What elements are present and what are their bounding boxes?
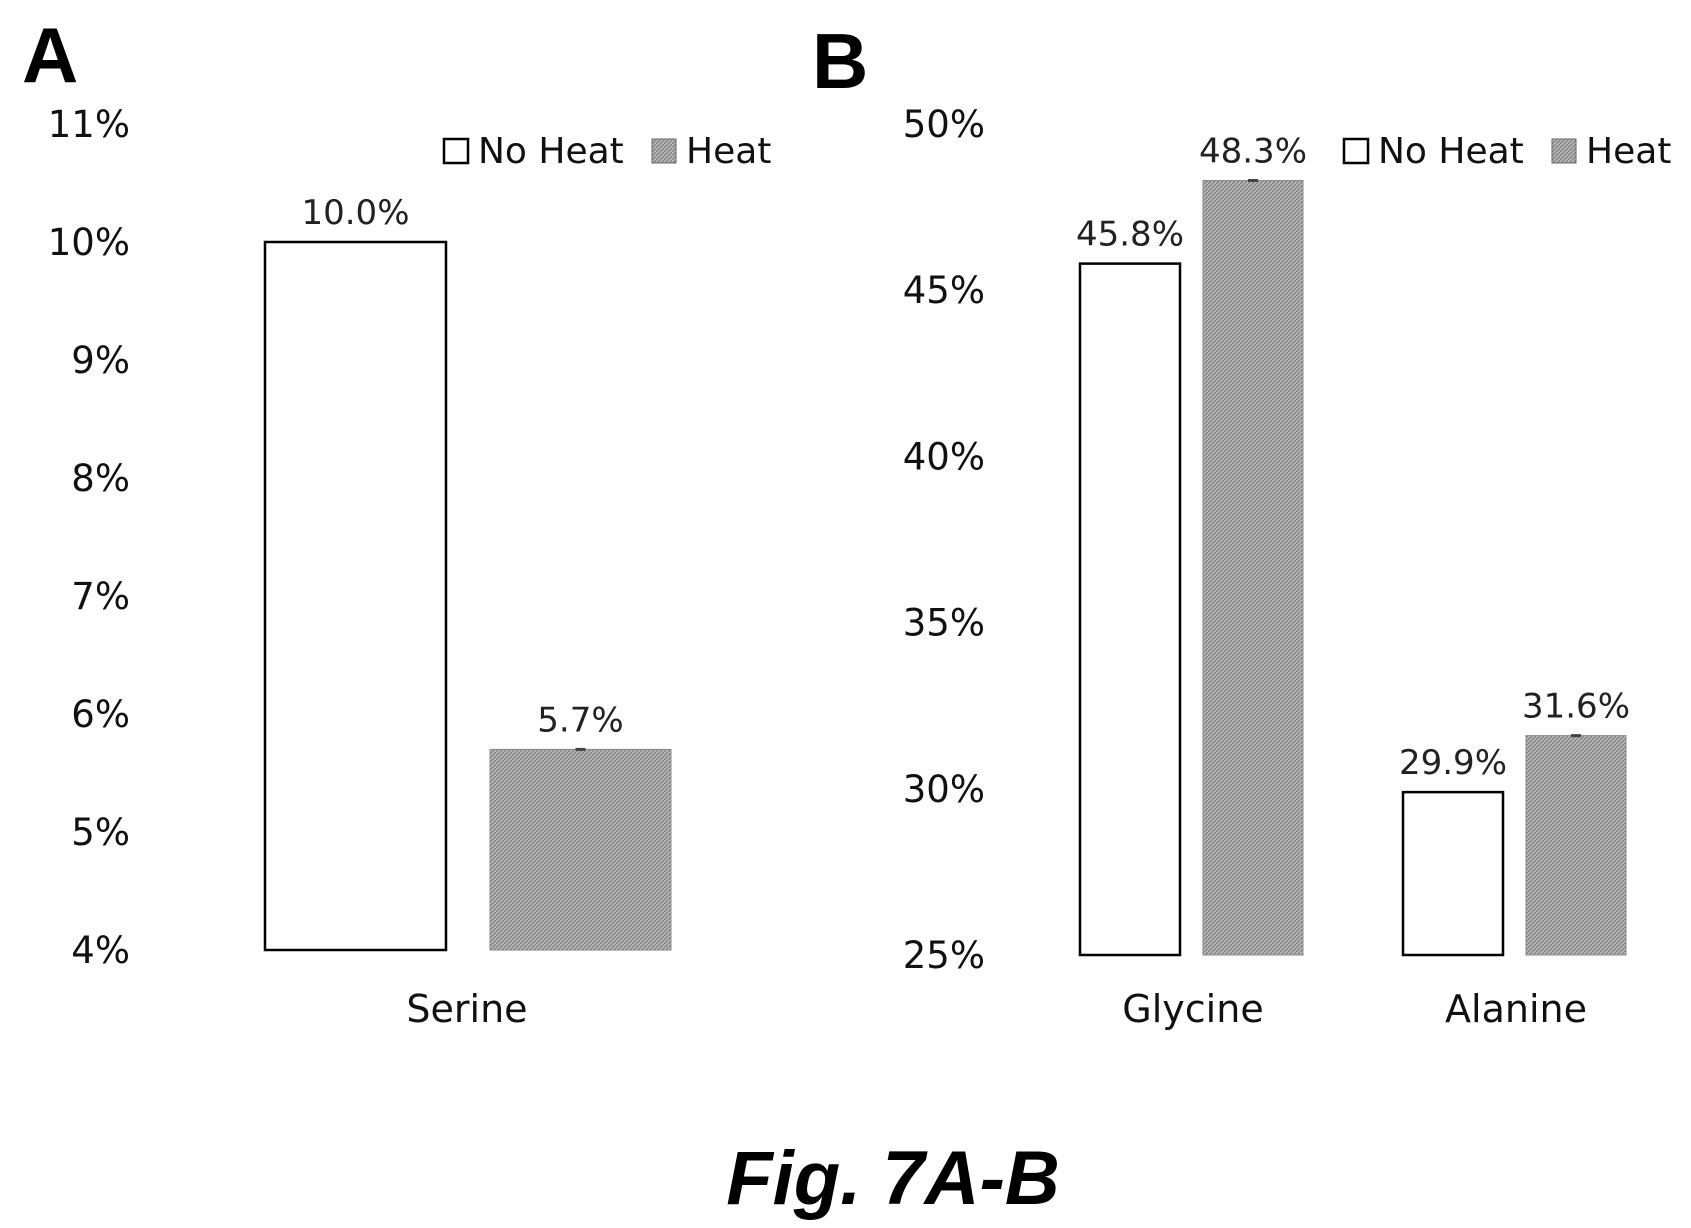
legend-swatch-heat [1551, 138, 1577, 164]
y-tick-label: 40% [903, 435, 985, 478]
legend-label-no-heat: No Heat [478, 131, 624, 172]
legend-label-heat: Heat [1586, 131, 1671, 172]
panel-b-category-label-glycine: Glycine [1122, 987, 1263, 1031]
panel-b-legend: No Heat Heat [1342, 131, 1671, 172]
data-label-alanine-heat: 31.6% [1522, 687, 1630, 727]
y-tick-label: 9% [71, 339, 130, 382]
y-tick-label: 5% [71, 811, 130, 854]
data-label-serine-heat: 5.7% [537, 700, 623, 740]
data-label-glycine-no-heat: 45.8% [1076, 215, 1184, 255]
legend-label-no-heat: No Heat [1378, 131, 1524, 172]
panel-letter-a: A [22, 11, 78, 99]
panel-b-y-axis: 25% 30% 35% 40% 45% 50% [903, 103, 985, 977]
panel-b: B 25% 30% 35% 40% 45% 50% 45.8% 48.3% 29.9% 31.6… [812, 17, 1671, 1031]
y-tick-label: 6% [71, 693, 130, 736]
panel-a-bars [263, 240, 672, 952]
panel-b-category-label-alanine: Alanine [1445, 987, 1587, 1031]
data-label-glycine-heat: 48.3% [1199, 132, 1307, 172]
bar-serine-heat [489, 748, 672, 951]
bar-serine-no-heat [263, 240, 448, 952]
panel-a: A 4% 5% 6% 7% 8% 9% 10% 11% 10.0% 5.7% Serine No… [22, 11, 771, 1031]
y-tick-label: 7% [71, 575, 130, 618]
y-tick-label: 4% [71, 929, 130, 972]
y-tick-label: 8% [71, 457, 130, 500]
data-label-alanine-no-heat: 29.9% [1399, 743, 1507, 783]
y-tick-label: 10% [48, 221, 130, 264]
data-label-serine-no-heat: 10.0% [301, 193, 409, 233]
panel-b-bars [1078, 179, 1627, 957]
y-tick-label: 35% [903, 602, 985, 645]
legend-swatch-heat [651, 138, 677, 164]
panel-a-legend: No Heat Heat [442, 131, 771, 172]
bar-alanine-no-heat [1401, 790, 1505, 957]
legend-swatch-no-heat [442, 137, 470, 165]
bar-alanine-heat [1525, 735, 1627, 956]
panel-letter-b: B [812, 17, 868, 105]
panel-a-category-label: Serine [406, 987, 527, 1031]
legend-swatch-no-heat [1342, 137, 1370, 165]
y-tick-label: 11% [48, 103, 130, 146]
panel-a-data-labels: 10.0% 5.7% [301, 193, 623, 740]
bar-glycine-heat [1202, 180, 1304, 956]
y-tick-label: 30% [903, 768, 985, 811]
y-tick-label: 45% [903, 269, 985, 312]
panel-b-data-labels: 45.8% 48.3% 29.9% 31.6% [1076, 132, 1630, 784]
bar-glycine-no-heat [1078, 262, 1182, 957]
y-tick-label: 50% [903, 103, 985, 146]
panel-a-y-axis: 4% 5% 6% 7% 8% 9% 10% 11% [48, 103, 130, 972]
legend-label-heat: Heat [686, 131, 771, 172]
y-tick-label: 25% [903, 934, 985, 977]
figure-caption: Fig. 7A-B [726, 1136, 1060, 1221]
